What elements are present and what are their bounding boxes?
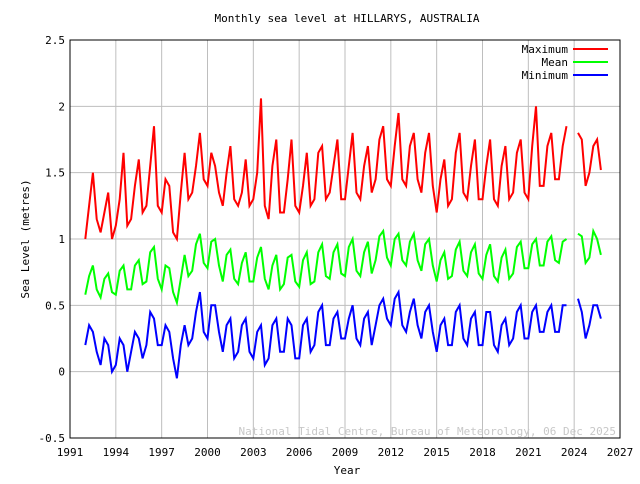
- plot-frame: [69, 39, 621, 439]
- x-tick-label: 1994: [103, 446, 130, 459]
- y-tick-label: 1.5: [45, 167, 65, 180]
- series-group: [84, 98, 602, 379]
- x-tick-label: 2021: [515, 446, 542, 459]
- chart-title: Monthly sea level at HILLARYS, AUSTRALIA: [215, 12, 480, 25]
- x-tick-label: 2012: [378, 446, 405, 459]
- series-line-mean: [84, 227, 602, 307]
- legend-label-minimum: Minimum: [522, 69, 569, 82]
- x-tick-label: 2009: [332, 446, 359, 459]
- x-tick-label: 2018: [469, 446, 496, 459]
- y-tick-label: 0: [58, 366, 65, 379]
- x-tick-label: 2015: [423, 446, 450, 459]
- series-line-minimum: [84, 288, 602, 379]
- y-tick-label: 2: [58, 100, 65, 113]
- legend-label-mean: Mean: [542, 56, 569, 69]
- x-axis-label: Year: [334, 464, 361, 477]
- watermark: National Tidal Centre, Bureau of Meteoro…: [239, 425, 617, 438]
- tick-labels: 1991 1994 1997 2000 2003 2006 2009 2012 2015 2018…: [39, 34, 634, 459]
- x-tick-label: 2024: [561, 446, 588, 459]
- x-tick-label: 2006: [286, 446, 313, 459]
- x-tick-label: 2000: [194, 446, 221, 459]
- x-tick-label: 1991: [57, 446, 84, 459]
- y-tick-label: 2.5: [45, 34, 65, 47]
- grid: [69, 39, 621, 439]
- y-axis-label: Sea Level (metres): [19, 179, 32, 298]
- x-tick-label: 2003: [240, 446, 267, 459]
- y-tick-label: -0.5: [39, 432, 66, 445]
- x-tick-label: 2027: [607, 446, 634, 459]
- series-line-maximum: [84, 98, 602, 243]
- y-tick-label: 1: [58, 233, 65, 246]
- y-tick-label: 0.5: [45, 299, 65, 312]
- legend-label-maximum: Maximum: [522, 43, 569, 56]
- x-tick-label: 1997: [148, 446, 175, 459]
